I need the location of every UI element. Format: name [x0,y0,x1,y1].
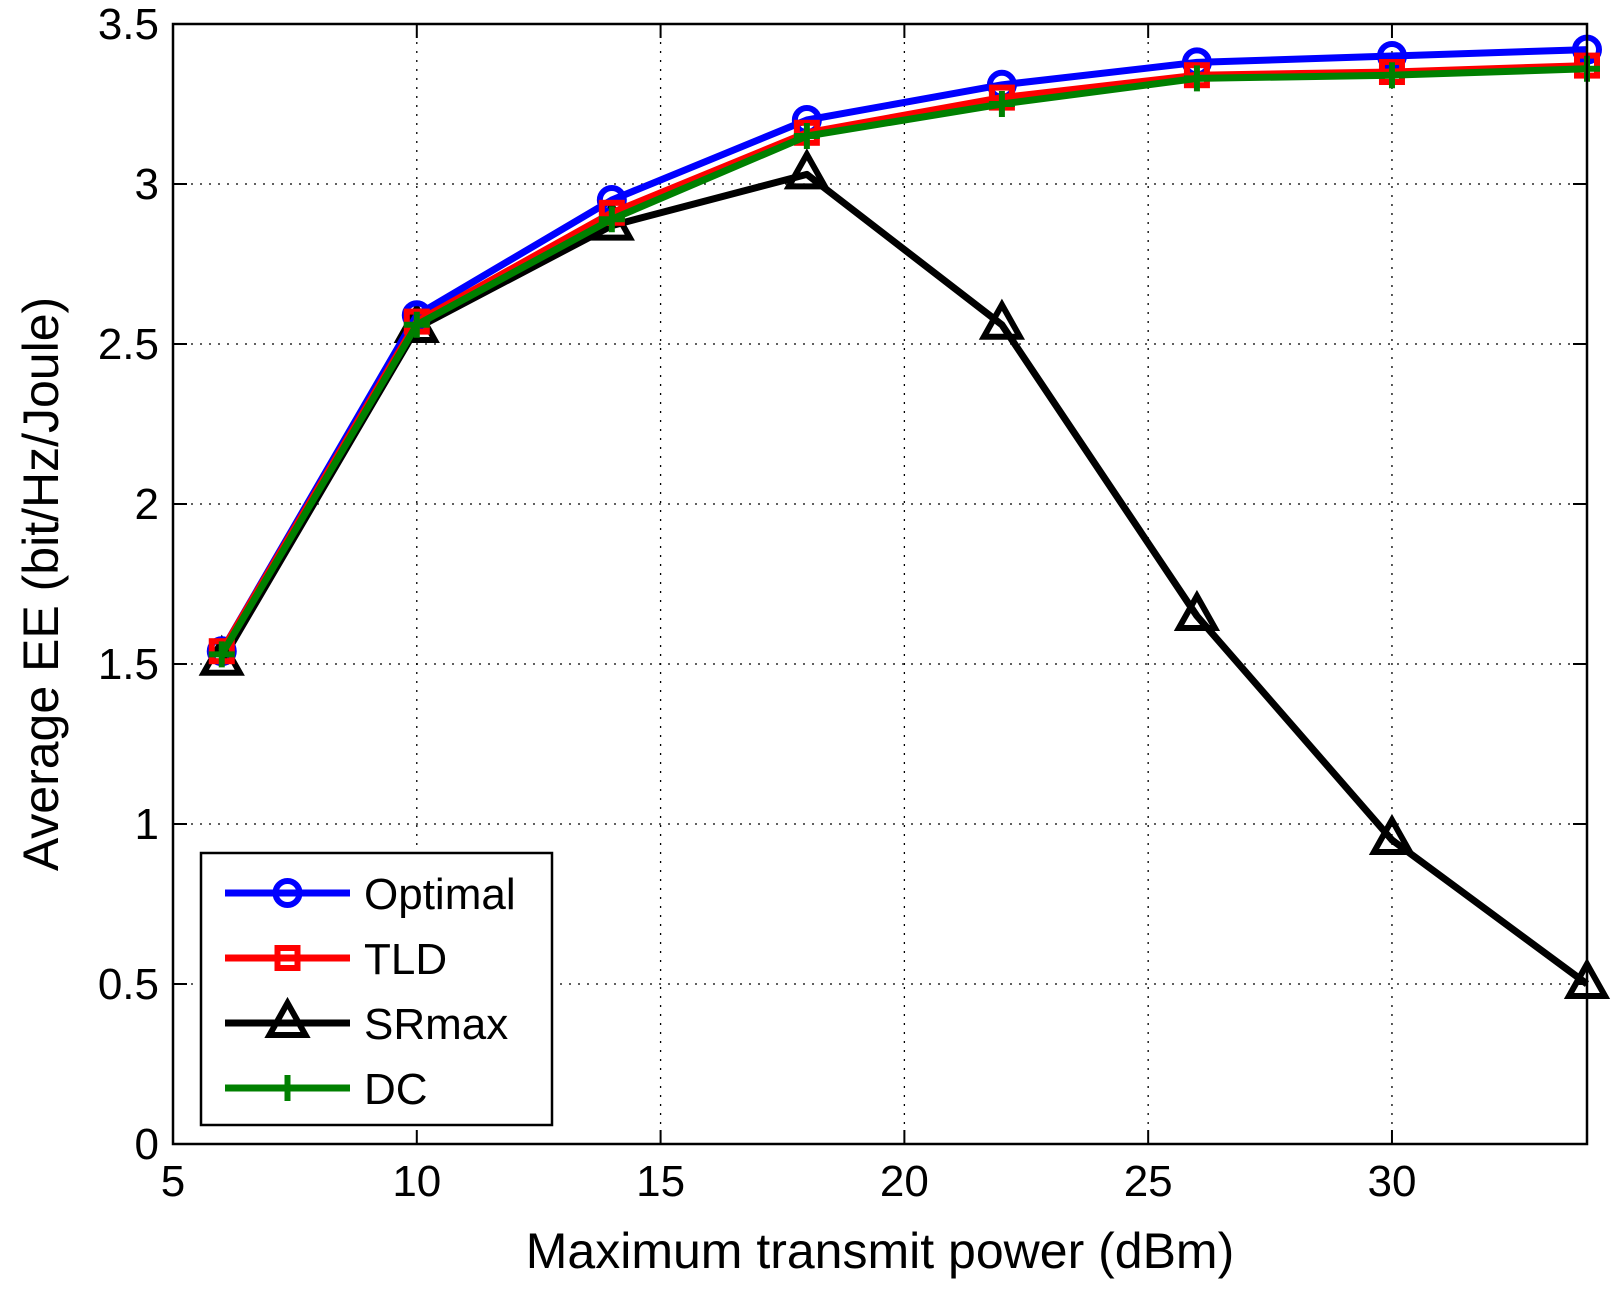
x-tick-label: 10 [392,1157,441,1206]
x-tick-label: 15 [636,1157,685,1206]
legend-label-srmax: SRmax [364,1000,508,1049]
y-tick-label: 3.5 [98,0,159,49]
legend-item-tld: TLD [225,935,447,984]
y-tick-label: 1.5 [98,640,159,689]
legend-marker-dc [274,1075,301,1101]
legend-item-dc: DC [225,1065,428,1114]
plot-frame [171,22,1589,1146]
y-tick-label: 2.5 [98,320,159,369]
marker-srmax [1173,589,1221,631]
y-tick-label: 1 [135,800,159,849]
legend-marker-srmax [264,996,311,1038]
marker-dc [1183,65,1210,92]
x-tick-label: 25 [1124,1157,1173,1206]
series-line-optimal [218,46,1588,653]
marker-dc [1378,62,1405,89]
marker-dc [988,91,1015,117]
ticks [172,23,1587,1145]
tick-labels: 5 10 15 20 25 30 0 0.5 1 1.5 2 2.5 3 3.5 [98,0,1417,1206]
series-line-dc [218,65,1588,657]
marker-dc [793,123,820,149]
x-axis-label: Maximum transmit power (dBm) [526,1223,1234,1279]
y-tick-label: 0 [135,1120,159,1169]
marker-srmax [978,298,1026,340]
legend-label-dc: DC [364,1065,428,1114]
legend-item-optimal: Optimal [225,870,516,919]
y-axis-label: Average EE (bit/Hz/Joule) [13,297,69,871]
series-layer [198,34,1611,999]
x-tick-label: 20 [880,1157,929,1206]
legend-item-srmax: SRmax [225,996,508,1049]
marker-srmax [783,148,830,190]
x-tick-label: 30 [1367,1157,1416,1206]
legend-label-optimal: Optimal [364,870,516,919]
legend-label-tld: TLD [364,935,447,984]
marker-dc [208,641,235,668]
marker-dc [403,311,430,338]
y-tick-label: 0.5 [98,960,159,1009]
x-tick-label: 5 [161,1157,185,1206]
marker-dc [598,206,625,233]
marker-srmax [1368,813,1416,855]
y-tick-label: 2 [135,480,159,529]
legend-marker-tld [274,945,301,971]
legend-marker-optimal [272,878,303,908]
legend: Optimal TLD SRmax DC [199,851,554,1127]
legend-box [199,851,554,1127]
series-dc [208,55,1600,668]
y-tick-label: 3 [135,160,159,209]
